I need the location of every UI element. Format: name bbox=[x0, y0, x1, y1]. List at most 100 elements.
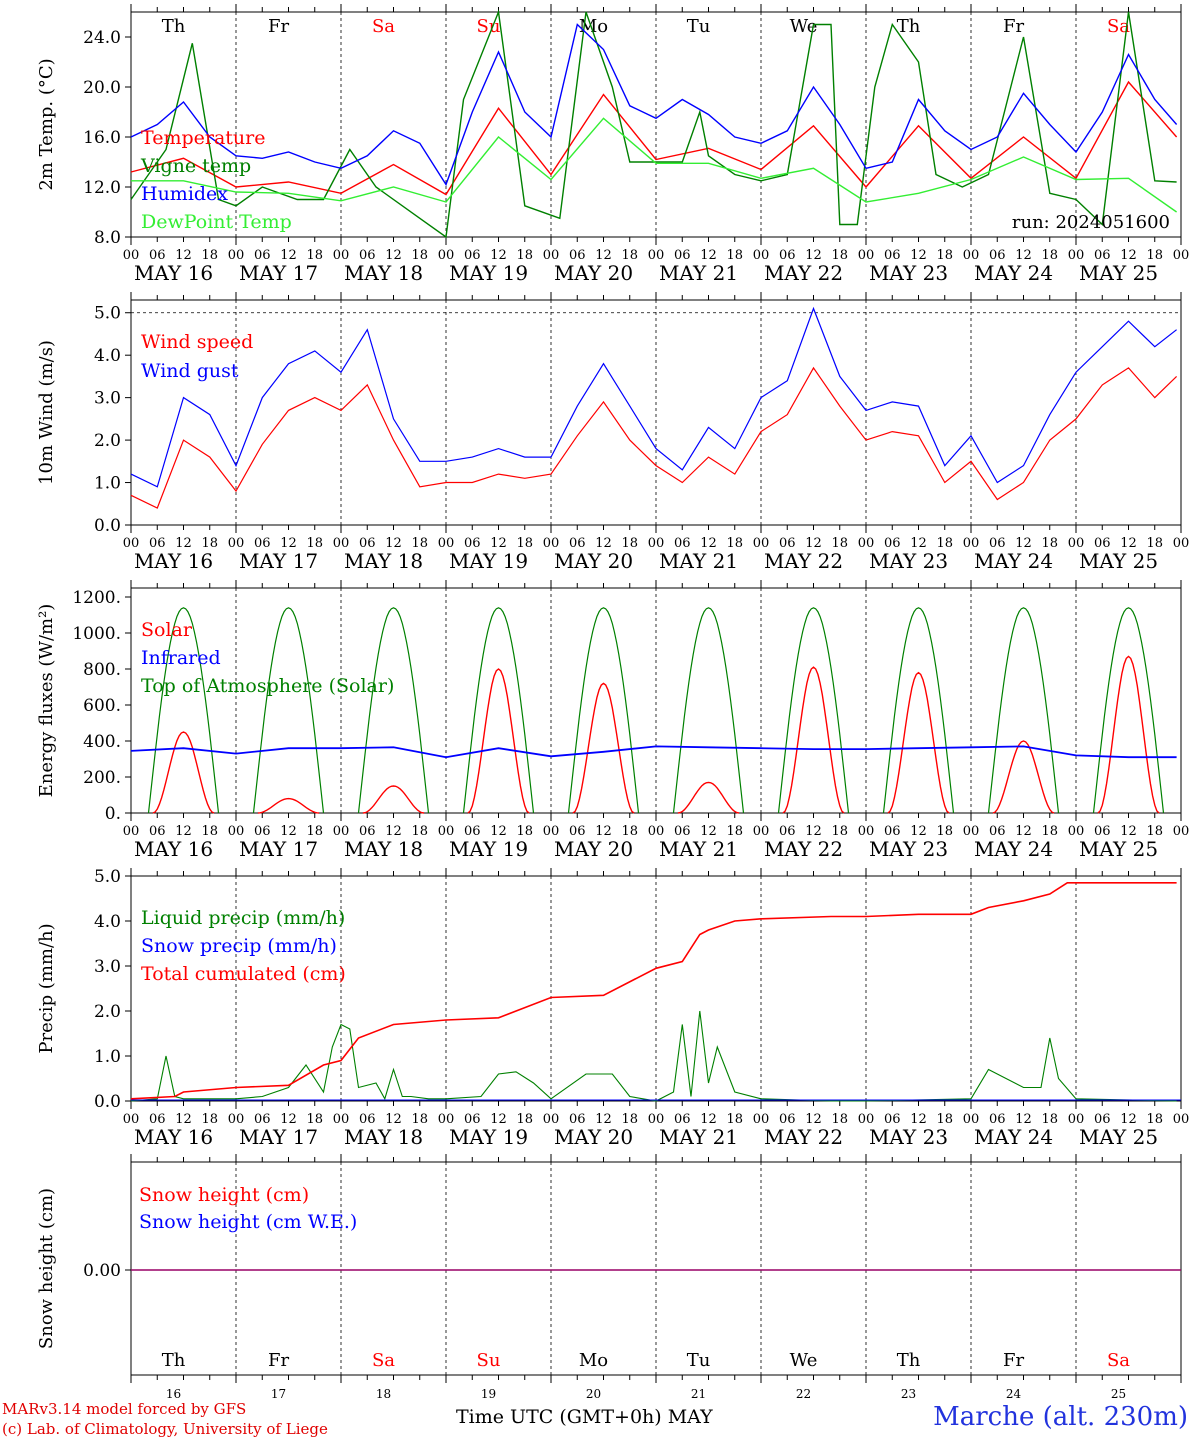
snow-day-number: 22 bbox=[796, 1387, 811, 1401]
precip-y-tick-label: 4.0 bbox=[94, 912, 121, 932]
snow-day-label: Sa bbox=[372, 1350, 395, 1371]
footer-station-name: Marche (alt. 230m) bbox=[933, 1402, 1188, 1432]
day-title: MAY 21 bbox=[659, 837, 738, 861]
hour-tick-label: 06 bbox=[884, 824, 901, 839]
day-title: MAY 23 bbox=[869, 549, 948, 573]
snow-y-tick-label: 0.00 bbox=[83, 1261, 121, 1281]
temp-day-label: Sa bbox=[372, 16, 395, 37]
snow-day-label: Th bbox=[897, 1350, 921, 1371]
hour-tick-label: 00 bbox=[753, 824, 770, 839]
total-cumulated-line bbox=[130, 882, 1177, 1100]
snow-day-label: Sa bbox=[1107, 1350, 1130, 1371]
hour-tick-label: 18 bbox=[1146, 1112, 1163, 1127]
temp-y-tick-label: 20.0 bbox=[83, 78, 121, 98]
hour-tick-label: 00 bbox=[228, 248, 245, 263]
day-title: MAY 17 bbox=[239, 837, 318, 861]
hour-tick-label: 06 bbox=[674, 536, 691, 551]
hour-tick-label: 00 bbox=[648, 824, 665, 839]
panel-5-y-axis-label: Snow height (cm) bbox=[36, 1188, 57, 1349]
temp-day-label: Su bbox=[477, 16, 501, 37]
liquid-precip-line bbox=[130, 1010, 1177, 1102]
hour-tick-label: 12 bbox=[805, 536, 822, 551]
toa-solar-line bbox=[147, 607, 1165, 814]
hour-tick-label: 18 bbox=[516, 1112, 533, 1127]
precip-legend-2: Snow precip (mm/h) bbox=[141, 935, 337, 957]
hour-tick-label: 18 bbox=[516, 536, 533, 551]
hour-tick-label: 06 bbox=[989, 536, 1006, 551]
day-title: MAY 23 bbox=[869, 261, 948, 285]
temp-day-label: Th bbox=[897, 16, 921, 37]
day-title: MAY 22 bbox=[764, 261, 843, 285]
hour-tick-label: 00 bbox=[333, 1112, 350, 1127]
day-title: MAY 18 bbox=[344, 837, 423, 861]
hour-tick-label: 12 bbox=[175, 536, 192, 551]
temp-y-tick-label: 12.0 bbox=[83, 178, 121, 198]
hour-tick-label: 06 bbox=[464, 536, 481, 551]
hour-tick-label: 06 bbox=[149, 824, 166, 839]
hour-tick-label: 00 bbox=[753, 248, 770, 263]
day-title: MAY 24 bbox=[974, 837, 1053, 861]
hour-tick-label: 06 bbox=[464, 824, 481, 839]
hour-tick-label: 00 bbox=[1173, 1112, 1190, 1127]
hour-tick-label: 06 bbox=[674, 1112, 691, 1127]
hour-tick-label: 06 bbox=[569, 824, 586, 839]
day-title: MAY 21 bbox=[659, 549, 738, 573]
footer-copyright: (c) Lab. of Climatology, University of L… bbox=[2, 1420, 328, 1438]
hour-tick-label: 18 bbox=[831, 1112, 848, 1127]
hour-tick-label: 12 bbox=[805, 248, 822, 263]
hour-tick-label: 06 bbox=[569, 1112, 586, 1127]
flux-y-tick-label: 0. bbox=[105, 804, 121, 824]
hour-tick-label: 12 bbox=[175, 824, 192, 839]
day-title: MAY 17 bbox=[239, 549, 318, 573]
day-title: MAY 20 bbox=[554, 261, 633, 285]
hour-tick-label: 12 bbox=[700, 824, 717, 839]
hour-tick-label: 06 bbox=[254, 248, 271, 263]
hour-tick-label: 06 bbox=[779, 1112, 796, 1127]
hour-tick-label: 00 bbox=[753, 1112, 770, 1127]
flux-y-tick-label: 1200. bbox=[72, 588, 121, 608]
snow-day-number: 18 bbox=[376, 1387, 391, 1401]
day-title: MAY 25 bbox=[1079, 549, 1158, 573]
wind-series-2-line bbox=[130, 306, 1177, 488]
hour-tick-label: 00 bbox=[858, 1112, 875, 1127]
temp-legend-2: Vigne temp bbox=[140, 155, 251, 177]
hour-tick-label: 06 bbox=[884, 536, 901, 551]
hour-tick-label: 18 bbox=[201, 824, 218, 839]
hour-tick-label: 12 bbox=[490, 248, 507, 263]
day-title: MAY 19 bbox=[449, 837, 528, 861]
day-title: MAY 17 bbox=[239, 1125, 318, 1149]
hour-tick-label: 18 bbox=[1146, 248, 1163, 263]
hour-tick-label: 00 bbox=[123, 824, 140, 839]
hour-tick-label: 06 bbox=[569, 248, 586, 263]
hour-tick-label: 06 bbox=[1094, 248, 1111, 263]
hour-tick-label: 06 bbox=[884, 1112, 901, 1127]
day-title: MAY 24 bbox=[974, 261, 1053, 285]
hour-tick-label: 00 bbox=[438, 536, 455, 551]
hour-tick-label: 18 bbox=[201, 536, 218, 551]
hour-tick-label: 18 bbox=[516, 824, 533, 839]
hour-tick-label: 18 bbox=[726, 248, 743, 263]
day-title: MAY 16 bbox=[134, 1125, 213, 1149]
day-title: MAY 20 bbox=[554, 1125, 633, 1149]
hour-tick-label: 18 bbox=[1041, 1112, 1058, 1127]
temp-day-label: Th bbox=[162, 16, 186, 37]
hour-tick-label: 18 bbox=[726, 1112, 743, 1127]
hour-tick-label: 00 bbox=[333, 536, 350, 551]
hour-tick-label: 12 bbox=[1120, 824, 1137, 839]
hour-tick-label: 12 bbox=[595, 536, 612, 551]
snow-day-number: 17 bbox=[271, 1387, 286, 1401]
temp-day-label: Fr bbox=[1003, 16, 1024, 37]
flux-legend-3: Top of Atmosphere (Solar) bbox=[141, 675, 394, 697]
snow-day-label: Th bbox=[162, 1350, 186, 1371]
snow-legend-2: Snow height (cm W.E.) bbox=[139, 1211, 357, 1233]
day-title: MAY 18 bbox=[344, 261, 423, 285]
wind-y-tick-label: 0.0 bbox=[94, 516, 121, 536]
hour-tick-label: 06 bbox=[254, 824, 271, 839]
hour-tick-label: 12 bbox=[910, 824, 927, 839]
hour-tick-label: 18 bbox=[306, 824, 323, 839]
hour-tick-label: 12 bbox=[385, 1112, 402, 1127]
hour-tick-label: 00 bbox=[123, 248, 140, 263]
day-title: MAY 22 bbox=[764, 549, 843, 573]
hour-tick-label: 06 bbox=[674, 824, 691, 839]
wind-y-tick-label: 3.0 bbox=[94, 389, 121, 409]
